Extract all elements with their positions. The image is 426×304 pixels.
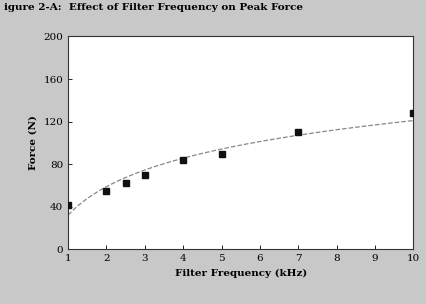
X-axis label: Filter Frequency (kHz): Filter Frequency (kHz) <box>175 269 307 278</box>
Y-axis label: Force (N): Force (N) <box>29 116 38 170</box>
Text: igure 2-A:  Effect of Filter Frequency on Peak Force: igure 2-A: Effect of Filter Frequency on… <box>4 3 303 12</box>
